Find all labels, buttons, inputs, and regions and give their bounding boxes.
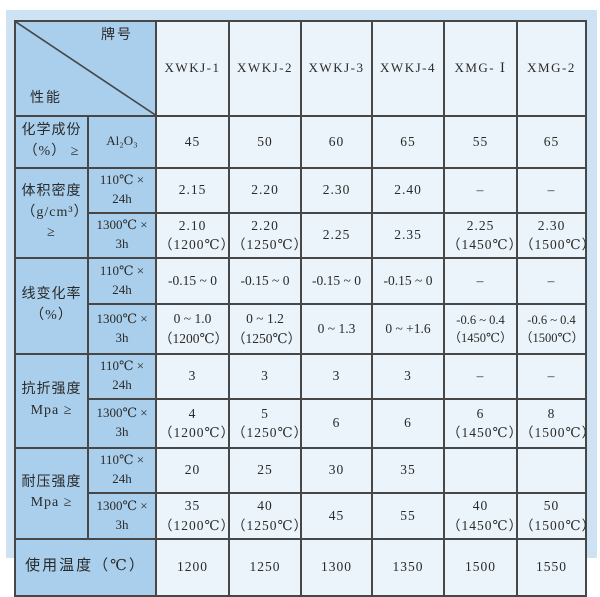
brand-header: XMG-2: [516, 20, 587, 117]
row-label: 使用温度（℃）: [14, 537, 157, 597]
value-cell: [443, 446, 518, 494]
value-cell: –: [516, 352, 587, 400]
value-cell: 8 （1500℃）: [516, 397, 595, 449]
value-cell: 45: [300, 491, 373, 540]
value-cell: 3: [300, 352, 373, 400]
value-cell: 3: [228, 352, 302, 400]
value-cell: -0.15 ~ 0: [228, 256, 302, 305]
value-cell: –: [516, 256, 587, 305]
value-cell: 40 （1250℃）: [228, 491, 307, 540]
value-cell: 6 （1450℃）: [443, 397, 522, 449]
brand-header: XMG- Ⅰ: [443, 20, 518, 117]
value-cell: 6: [371, 397, 445, 449]
brand-header: XWKJ-4: [371, 20, 445, 117]
chem-formula: Al₂O₃: [87, 114, 157, 169]
value-cell: 2.10 （1200℃）: [155, 211, 234, 259]
value-cell: 50: [228, 114, 302, 169]
value-cell: 0 ~ 1.0 （1200℃）: [155, 302, 230, 355]
value-cell: 3: [155, 352, 230, 400]
row-label: 线变化率 （%）: [14, 256, 89, 355]
value-cell: 2.35: [371, 211, 445, 259]
condition-label: 110℃ × 24h: [87, 256, 157, 305]
value-cell: 1200: [155, 537, 230, 597]
chem-row: 化学成份 （%） ≥ Al₂O₃ 45 50 60 65 55 65: [14, 114, 587, 169]
value-cell: 35: [371, 446, 445, 494]
value-cell: 2.25 （1450℃）: [443, 211, 522, 259]
value-cell: 2.15: [155, 166, 230, 214]
condition-label: 110℃ × 24h: [87, 166, 157, 214]
value-cell: 2.40: [371, 166, 445, 214]
value-cell: 0 ~ 1.2 （1250℃）: [228, 302, 302, 355]
compressive-row-110: 耐压强度 Mpa ≥ 110℃ × 24h 20 25 30 35: [14, 446, 587, 540]
value-cell: -0.15 ~ 0: [300, 256, 373, 305]
value-cell: 1350: [371, 537, 445, 597]
compressive-row-1300: 1300℃ × 3h 35 （1200℃） 40 （1250℃） 45 55 4…: [15, 491, 595, 540]
brand-axis-label: 牌号: [101, 28, 133, 43]
linear-change-row-110: 线变化率 （%） 110℃ × 24h -0.15 ~ 0 -0.15 ~ 0 …: [14, 256, 587, 355]
condition-label: 1300℃ × 3h: [87, 491, 157, 540]
value-cell: 65: [371, 114, 445, 169]
value-cell: -0.6 ~ 0.4 （1500℃）: [516, 302, 587, 355]
value-cell: 65: [516, 114, 587, 169]
value-cell: –: [516, 166, 587, 214]
value-cell: 60: [300, 114, 373, 169]
value-cell: 1300: [300, 537, 373, 597]
value-cell: 2.30 （1500℃）: [516, 211, 595, 259]
value-cell: 2.25: [300, 211, 373, 259]
value-cell: -0.6 ~ 0.4 （1450℃）: [443, 302, 518, 355]
value-cell: –: [443, 352, 518, 400]
value-cell: 2.20 （1250℃）: [228, 211, 307, 259]
value-cell: 0 ~ 1.3: [300, 302, 373, 355]
condition-label: 1300℃ × 3h: [87, 302, 157, 355]
value-cell: 55: [371, 491, 445, 540]
value-cell: 55: [443, 114, 518, 169]
value-cell: -0.15 ~ 0: [155, 256, 230, 305]
value-cell: 1550: [516, 537, 587, 597]
value-cell: 20: [155, 446, 230, 494]
condition-label: 110℃ × 24h: [87, 446, 157, 494]
row-label: 抗折强度 Mpa ≥: [14, 352, 89, 449]
value-cell: 40 （1450℃）: [443, 491, 522, 540]
service-temp-row: 使用温度（℃） 1200 1250 1300 1350 1500 1550: [14, 537, 587, 597]
value-cell: –: [443, 256, 518, 305]
condition-label: 1300℃ × 3h: [87, 211, 157, 259]
value-cell: 0 ~ +1.6: [371, 302, 445, 355]
product-spec-table: 牌号 性能 XWKJ-1 XWKJ-2 XWKJ-3 XWKJ-4 XMG- Ⅰ…: [14, 20, 595, 597]
condition-label: 1300℃ × 3h: [87, 397, 157, 449]
value-cell: 3: [371, 352, 445, 400]
corner-cell: 牌号 性能: [14, 20, 157, 117]
value-cell: 5 （1250℃）: [228, 397, 307, 449]
flexural-row-1300: 1300℃ × 3h 4 （1200℃） 5 （1250℃） 6 6 6 （14…: [15, 397, 595, 449]
brand-header: XWKJ-3: [300, 20, 373, 117]
header-row: 牌号 性能 XWKJ-1 XWKJ-2 XWKJ-3 XWKJ-4 XMG- Ⅰ…: [14, 20, 587, 117]
value-cell: –: [443, 166, 518, 214]
flexural-row-110: 抗折强度 Mpa ≥ 110℃ × 24h 3 3 3 3 – –: [14, 352, 587, 449]
value-cell: 1250: [228, 537, 302, 597]
row-label: 体积密度 （g/cm³）≥: [14, 166, 89, 259]
value-cell: 35 （1200℃）: [155, 491, 234, 540]
value-cell: 6: [300, 397, 373, 449]
density-row-1300: 1300℃ × 3h 2.10 （1200℃） 2.20 （1250℃） 2.2…: [15, 211, 595, 259]
linear-change-row-1300: 1300℃ × 3h 0 ~ 1.0 （1200℃） 0 ~ 1.2 （1250…: [15, 302, 587, 355]
value-cell: 2.20: [228, 166, 302, 214]
brand-header: XWKJ-1: [155, 20, 230, 117]
diagonal-divider: [16, 22, 155, 115]
condition-label: 110℃ × 24h: [87, 352, 157, 400]
value-cell: 2.30: [300, 166, 373, 214]
brand-header: XWKJ-2: [228, 20, 302, 117]
value-cell: 25: [228, 446, 302, 494]
value-cell: [516, 446, 587, 494]
value-cell: 50 （1500℃）: [516, 491, 595, 540]
value-cell: 30: [300, 446, 373, 494]
value-cell: -0.15 ~ 0: [371, 256, 445, 305]
density-row-110: 体积密度 （g/cm³）≥ 110℃ × 24h 2.15 2.20 2.30 …: [14, 166, 587, 259]
value-cell: 45: [155, 114, 230, 169]
property-axis-label: 性能: [30, 91, 62, 107]
row-label: 化学成份 （%） ≥: [14, 114, 89, 169]
value-cell: 4 （1200℃）: [155, 397, 234, 449]
value-cell: 1500: [443, 537, 518, 597]
row-label: 耐压强度 Mpa ≥: [14, 446, 89, 540]
